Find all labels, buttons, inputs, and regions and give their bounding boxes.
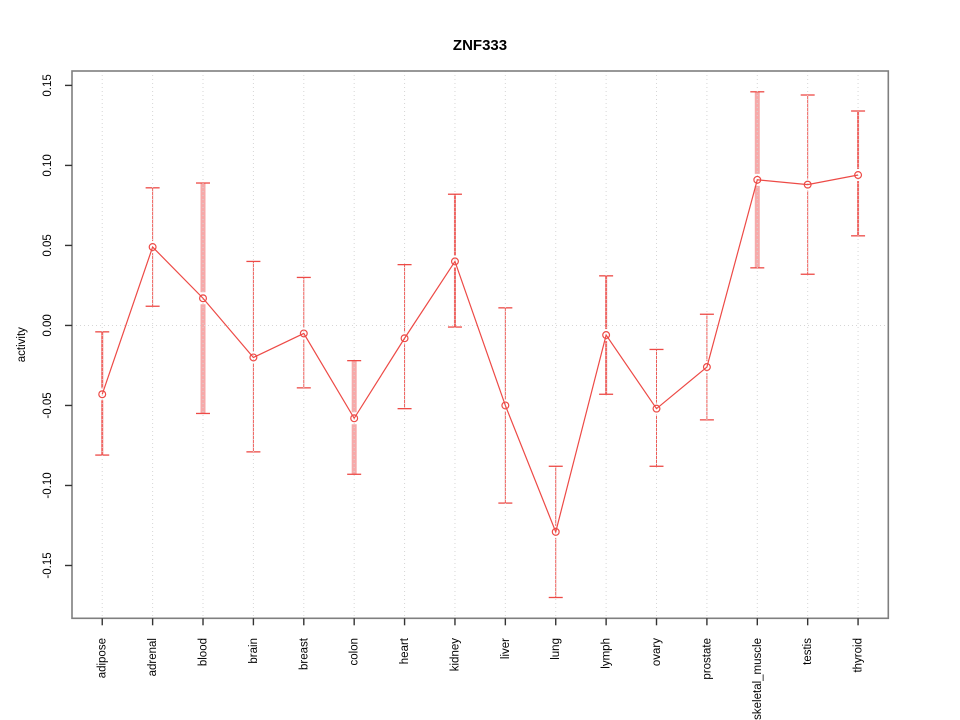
error-bar [800, 94, 815, 275]
y-tick-label: 0.05 [42, 234, 54, 256]
x-tick-label: liver [500, 638, 512, 659]
x-tick-label: breast [298, 637, 310, 670]
y-axis-labels: -0.15 -0.10 -0.05 0.00 0.05 0.10 0.15 [42, 74, 54, 578]
x-tick-label: testis [802, 638, 814, 665]
data-point [98, 390, 107, 399]
x-tick-label: kidney [449, 638, 461, 671]
series-line [101, 174, 859, 534]
x-tick-label: adrenal [147, 638, 159, 676]
x-tick-label: adipose [97, 638, 109, 678]
data-point [702, 363, 711, 372]
x-axis-labels: adipose adrenal blood brain breast colon heart… [97, 637, 865, 720]
y-tick-label: -0.05 [42, 392, 54, 418]
y-tick-label: 0.15 [42, 74, 54, 96]
axis-ticks [65, 84, 859, 626]
data-point [753, 175, 762, 184]
x-tick-label: prostate [701, 638, 713, 680]
x-tick-label: ovary [651, 638, 663, 666]
x-tick-label: thyroid [853, 638, 865, 673]
y-tick-label: 0.00 [42, 314, 54, 336]
data-point [602, 331, 611, 340]
chart-title: ZNF333 [453, 37, 507, 54]
x-tick-label: lymph [601, 638, 613, 669]
data-point [148, 243, 157, 252]
data-point [803, 180, 812, 189]
y-tick-label: -0.10 [42, 472, 54, 498]
data-point [854, 171, 863, 180]
data-point [199, 294, 208, 303]
y-tick-label: 0.10 [42, 154, 54, 176]
data-point [551, 527, 560, 536]
data-point [400, 334, 409, 343]
x-tick-label: colon [349, 638, 361, 666]
gridlines [72, 71, 889, 619]
plot-box [71, 70, 890, 620]
error-bar [447, 193, 462, 328]
data-point [652, 404, 661, 413]
x-tick-label: blood [198, 638, 210, 666]
x-tick-label: skeletal_muscle [752, 638, 764, 720]
data-point [249, 353, 258, 362]
data-points [98, 171, 863, 536]
y-tick-label: -0.15 [42, 552, 54, 578]
data-point [501, 401, 510, 410]
error-bar [599, 275, 614, 395]
data-point [450, 257, 459, 266]
data-point [350, 414, 359, 423]
x-tick-label: heart [399, 637, 411, 664]
y-axis-title: activity [16, 327, 28, 362]
x-tick-label: brain [248, 638, 260, 664]
data-point [299, 329, 308, 338]
x-tick-label: lung [550, 638, 562, 660]
